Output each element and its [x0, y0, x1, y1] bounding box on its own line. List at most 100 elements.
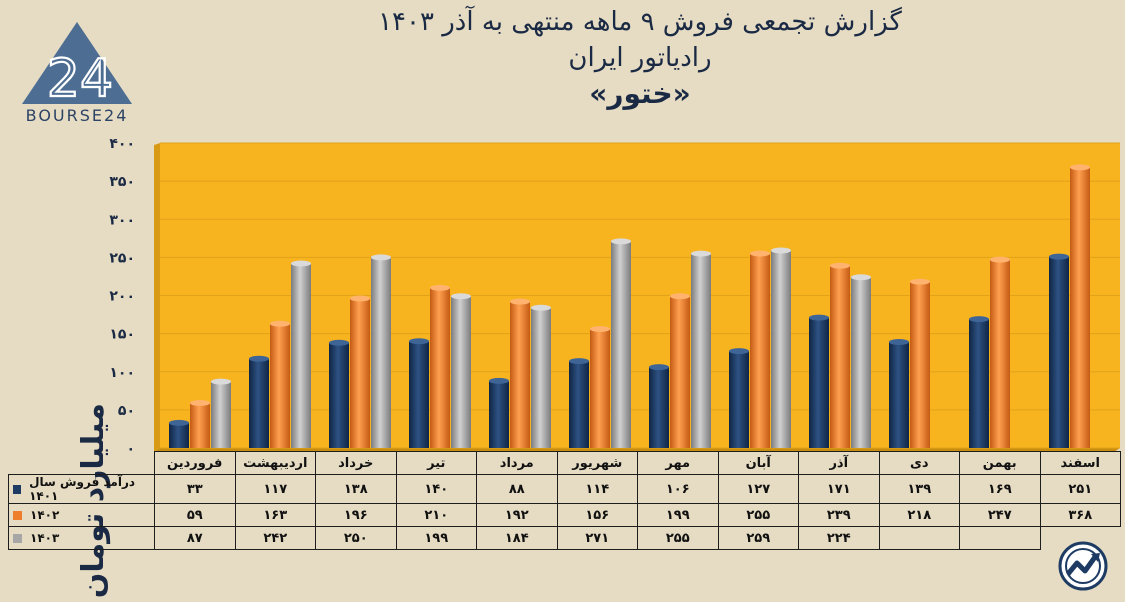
legend-entry: ۱۴۰۳	[8, 526, 155, 550]
data-cell: ۳۶۸	[1039, 503, 1121, 527]
chart-title: گزارش تجمعی فروش ۹ ماهه منتهی به آذر ۱۴۰…	[160, 4, 1120, 112]
data-cell: ۱۳۸	[315, 474, 397, 504]
bar-1402-5	[510, 298, 530, 448]
data-cell: ۲۱۰	[395, 503, 477, 527]
data-cell: ۱۳۹	[878, 474, 960, 504]
bar-1402-2	[270, 320, 290, 448]
data-cell: ۳۳	[154, 474, 236, 504]
bar-1402-12	[1070, 164, 1090, 448]
gridlines	[160, 142, 1120, 449]
category-label: آذر	[798, 451, 880, 475]
bar-1401-4	[409, 338, 429, 448]
bar-1401-2	[249, 355, 269, 448]
data-cell: ۲۵۹	[717, 526, 799, 550]
legend-label: ۱۴۰۲	[30, 508, 60, 522]
bar-1401-9	[809, 314, 829, 448]
data-cell: ۲۱۸	[878, 503, 960, 527]
bourse24-logo: 24	[22, 22, 132, 110]
data-cell: ۱۱۷	[234, 474, 316, 504]
table-corner	[9, 452, 155, 475]
category-label: تیر	[395, 451, 477, 475]
bar-1402-9	[830, 262, 850, 448]
data-cell: ۲۵۰	[315, 526, 397, 550]
table-row-1403: ۱۴۰۳ ۸۷ ۲۴۲ ۲۵۰ ۱۹۹ ۱۸۴ ۲۷۱ ۲۵۵ ۲۵۹ ۲۲۴	[8, 526, 1121, 550]
trend-logo-icon	[1058, 541, 1108, 591]
data-cell: ۲۲۴	[798, 526, 880, 550]
y-tick-label: ۴۰۰	[109, 136, 135, 152]
bar-1401-1	[169, 419, 189, 448]
bar-1402-10	[910, 278, 930, 448]
y-tick-label: ۱۵۰	[109, 327, 135, 343]
bar-1403-5	[531, 304, 551, 448]
data-cell: ۱۸۴	[476, 526, 558, 550]
bar-1401-11	[969, 316, 989, 448]
category-label: مهر	[637, 451, 719, 475]
data-cell: ۵۹	[154, 503, 236, 527]
y-tick-label: ۵۰	[118, 403, 135, 419]
title-line-1: گزارش تجمعی فروش ۹ ماهه منتهی به آذر ۱۴۰…	[378, 7, 902, 37]
bar-1403-4	[451, 293, 471, 448]
bar-1401-6	[569, 358, 589, 448]
legend-entry: ۱۴۰۲	[8, 503, 155, 527]
category-label: اردیبهشت	[234, 451, 316, 475]
data-cell: ۱۲۷	[717, 474, 799, 504]
bar-1402-1	[190, 400, 210, 448]
bar-1401-7	[649, 364, 669, 448]
data-cell: ۸۸	[476, 474, 558, 504]
bar-1403-8	[771, 247, 791, 448]
bar-1403-7	[691, 250, 711, 448]
data-cell: ۱۹۲	[476, 503, 558, 527]
bar-1401-3	[329, 339, 349, 448]
y-tick-label: ۳۰۰	[109, 212, 135, 228]
table-header-row: فروردین اردیبهشت خرداد تیر مرداد شهریور مهر آبا…	[9, 451, 1121, 475]
bar-1402-4	[430, 284, 450, 448]
bar-1403-2	[291, 260, 311, 448]
data-cell: ۱۶۳	[234, 503, 316, 527]
bar-1402-8	[750, 250, 770, 448]
y-tick-label: ۳۵۰	[109, 174, 135, 190]
bar-1402-6	[590, 326, 610, 448]
data-cell: ۱۹۶	[315, 503, 397, 527]
table-row-1402: ۱۴۰۲ ۵۹ ۱۶۳ ۱۹۶ ۲۱۰ ۱۹۲ ۱۵۶ ۱۹۹ ۲۵۵ ۲۳۹ ۲۱۸ ۲۴۷ ۳۶۸	[8, 503, 1121, 527]
category-label: مرداد	[476, 451, 558, 475]
data-cell	[959, 526, 1041, 550]
y-axis-ticks: ۰ ۵۰ ۱۰۰ ۱۵۰ ۲۰۰ ۲۵۰ ۳۰۰ ۳۵۰ ۴۰۰	[109, 136, 135, 457]
data-cell: ۲۵۱	[1039, 474, 1121, 504]
bar-1403-3	[371, 254, 391, 448]
category-label: اسفند	[1039, 451, 1121, 475]
legend-swatch	[13, 510, 22, 520]
data-cell: ۱۰۶	[637, 474, 719, 504]
bar-1403-1	[211, 378, 231, 448]
bar-1402-11	[990, 256, 1010, 448]
data-cell: ۱۵۶	[556, 503, 638, 527]
bar-1402-7	[670, 293, 690, 448]
data-cell: ۸۷	[154, 526, 236, 550]
legend-entry: درآمد فروش سال ۱۴۰۱	[8, 474, 155, 504]
legend-label: ۱۴۰۳	[30, 531, 60, 545]
logo-mark: 24	[47, 49, 113, 109]
data-cell: ۲۵۵	[637, 526, 719, 550]
bars	[169, 164, 1090, 448]
table-row-1401: درآمد فروش سال ۱۴۰۱ ۳۳ ۱۱۷ ۱۳۸ ۱۴۰ ۸۸ ۱۱۴ ۱۰۶ ۱۲…	[8, 474, 1121, 504]
bar-1403-6	[611, 238, 631, 448]
data-cell: ۱۱۴	[556, 474, 638, 504]
bar-1401-5	[489, 377, 509, 448]
data-cell: ۱۶۹	[959, 474, 1041, 504]
legend-swatch	[13, 484, 22, 494]
data-cell	[878, 526, 960, 550]
data-table: فروردین اردیبهشت خرداد تیر مرداد شهریور مهر آبا…	[8, 451, 1121, 550]
data-cell: ۱۹۹	[395, 526, 477, 550]
bar-1403-9	[851, 274, 871, 448]
bar-1401-8	[729, 348, 749, 448]
y-tick-label: ۲۰۰	[109, 289, 135, 305]
category-label: خرداد	[315, 451, 397, 475]
data-cell: ۲۴۲	[234, 526, 316, 550]
data-cell: ۱۷۱	[798, 474, 880, 504]
legend-label: درآمد فروش سال ۱۴۰۱	[29, 475, 136, 503]
data-cell: ۲۷۱	[556, 526, 638, 550]
category-label: فروردین	[154, 451, 236, 475]
title-line-2: رادیاتور ایران	[568, 43, 712, 73]
bar-1401-12	[1049, 253, 1069, 448]
category-label: دی	[878, 451, 960, 475]
